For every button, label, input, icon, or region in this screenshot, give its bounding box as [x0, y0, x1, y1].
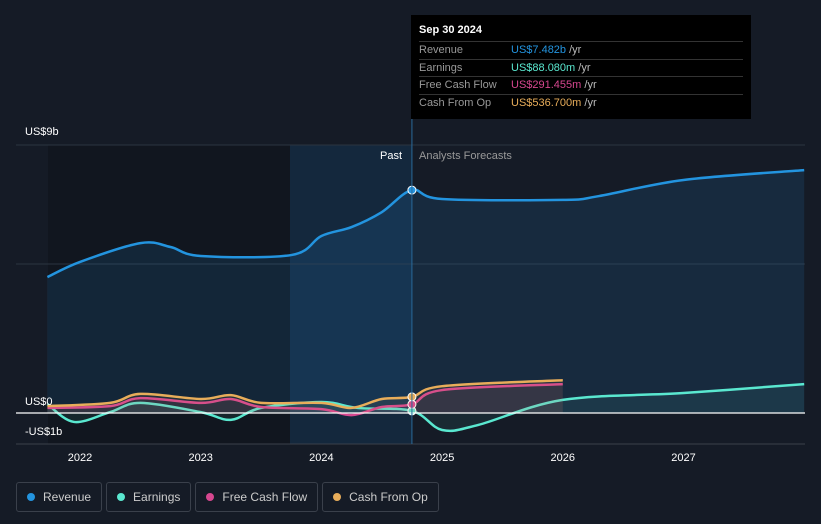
- y-tick-label: US$0: [25, 396, 53, 408]
- highlight-band: [290, 145, 412, 444]
- tooltip-value: US$536.700m /yr: [511, 96, 597, 109]
- legend-item-free-cash-flow[interactable]: Free Cash Flow: [195, 482, 319, 512]
- tooltip-label: Free Cash Flow: [419, 79, 497, 91]
- legend-item-earnings[interactable]: Earnings: [106, 482, 192, 512]
- tooltip-row: Free Cash Flow US$291.455m /yr: [419, 76, 743, 94]
- legend-dot-icon: [333, 493, 342, 501]
- series-area-0: [47, 170, 805, 413]
- forecast-label: Analysts Forecasts: [419, 150, 512, 162]
- legend-dot-icon: [117, 493, 126, 501]
- legend-dot-icon: [27, 493, 35, 501]
- past-label: Past: [380, 150, 403, 162]
- legend-label: Revenue: [43, 490, 92, 504]
- tooltip-row: Revenue US$7.482b /yr: [419, 41, 743, 59]
- series-line-cash-from-op: [47, 378, 563, 410]
- x-tick-label: 2022: [67, 452, 93, 464]
- legend: Revenue Earnings Free Cash Flow Cash From O…: [16, 482, 439, 512]
- tooltip-value: US$88.080m /yr: [511, 61, 591, 74]
- x-tick-label: 2025: [429, 452, 455, 464]
- tooltip-date: Sep 30 2024: [419, 24, 482, 36]
- legend-dot-icon: [206, 493, 215, 501]
- tooltip-label: Cash From Op: [419, 96, 492, 109]
- x-tick-label: 2027: [671, 452, 696, 464]
- series-line-free-cash-flow: [47, 382, 563, 417]
- y-tick-label: US$9b: [25, 126, 59, 138]
- tooltip-value: US$291.455m /yr: [511, 79, 597, 91]
- tooltip-value: US$7.482b /yr: [511, 44, 582, 56]
- x-tick-label: 2024: [309, 452, 334, 464]
- y-tick-label: -US$1b: [25, 426, 63, 438]
- legend-label: Free Cash Flow: [222, 490, 308, 504]
- x-tick-label: 2026: [550, 452, 576, 464]
- x-tick-label: 2023: [188, 452, 213, 464]
- series-line-earnings: [46, 382, 805, 433]
- series-line-revenue: [46, 168, 805, 279]
- tooltip-row: Cash From Op US$536.700m /yr: [419, 93, 743, 112]
- legend-item-revenue[interactable]: Revenue: [16, 482, 103, 512]
- tooltip-row: Earnings US$88.080m /yr: [419, 58, 743, 77]
- tooltip: Sep 30 2024 Revenue US$7.482b /yr Earnings…: [411, 15, 751, 119]
- legend-item-cash-from-op[interactable]: Cash From Op: [322, 482, 439, 512]
- legend-label: Cash From Op: [349, 490, 428, 504]
- tooltip-label: Revenue: [419, 44, 464, 56]
- legend-label: Earnings: [133, 490, 181, 504]
- tooltip-label: Earnings: [419, 61, 463, 74]
